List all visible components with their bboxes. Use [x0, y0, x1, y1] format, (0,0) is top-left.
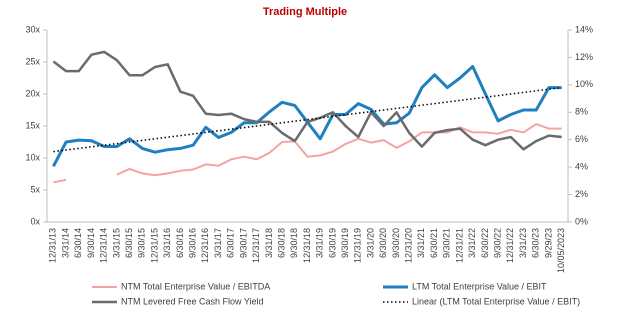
- x-tick-label: 12/31/18: [302, 228, 312, 263]
- x-tick-label: 9/30/15: [137, 228, 147, 258]
- x-tick-label: 3/31/21: [416, 228, 426, 258]
- y2-tick-label: 12%: [575, 52, 593, 62]
- x-tick-label: 9/30/18: [289, 228, 299, 258]
- series-line: [53, 86, 562, 153]
- x-tick-label: 12/31/17: [251, 228, 261, 263]
- y2-tick-label: 8%: [575, 107, 588, 117]
- x-tick-label: 12/31/14: [99, 228, 109, 263]
- x-tick-label: 9/30/20: [391, 228, 401, 258]
- x-tick-label: 12/31/19: [353, 228, 363, 263]
- x-tick-label: 6/30/23: [531, 228, 541, 258]
- x-tick-label: 6/30/22: [480, 228, 490, 258]
- x-tick-label: 6/30/17: [226, 228, 236, 258]
- legend-label: LTM Total Enterprise Value / EBIT: [412, 281, 547, 291]
- x-tick-label: 9/30/21: [442, 228, 452, 258]
- x-tick-label: 12/31/16: [200, 228, 210, 263]
- x-tick-label: 3/31/19: [315, 228, 325, 258]
- series-line: [52, 65, 562, 167]
- series-line: [53, 178, 67, 184]
- x-tick-label: 3/31/15: [111, 228, 121, 258]
- x-tick-label: 12/31/21: [454, 228, 464, 263]
- y-tick-label: 0x: [30, 216, 40, 226]
- legend-label: NTM Total Enterprise Value / EBITDA: [121, 281, 270, 291]
- x-tick-label: 9/30/17: [238, 228, 248, 258]
- x-tick-label: 3/31/22: [467, 228, 477, 258]
- y-tick-label: 10x: [25, 152, 40, 162]
- x-tick-label: 3/31/14: [60, 228, 70, 258]
- x-tick-label: 12/31/20: [404, 228, 414, 263]
- x-tick-label: 12/31/22: [505, 228, 515, 263]
- x-tick-label: 12/31/15: [149, 228, 159, 263]
- x-tick-label: 9/30/16: [188, 228, 198, 258]
- y-tick-label: 5x: [30, 184, 40, 194]
- legend-label: Linear (LTM Total Enterprise Value / EBI…: [412, 296, 580, 306]
- x-tick-label: 6/30/19: [327, 228, 337, 258]
- x-tick-label: 12/31/13: [48, 228, 58, 263]
- y-tick-label: 15x: [25, 120, 40, 130]
- series-line: [116, 123, 562, 177]
- x-tick-label: 9/29/23: [543, 228, 553, 258]
- x-tick-label: 9/30/14: [86, 228, 96, 258]
- x-tick-label: 10/05/2023: [556, 228, 566, 273]
- y2-tick-label: 6%: [575, 134, 588, 144]
- x-tick-label: 3/31/17: [213, 228, 223, 258]
- y2-tick-label: 14%: [575, 24, 593, 34]
- x-tick-label: 6/30/20: [378, 228, 388, 258]
- series-line: [52, 50, 562, 151]
- y2-tick-label: 10%: [575, 79, 593, 89]
- y-tick-label: 30x: [25, 24, 40, 34]
- x-tick-label: 6/30/14: [73, 228, 83, 258]
- x-tick-label: 3/31/23: [518, 228, 528, 258]
- y-tick-label: 20x: [25, 88, 40, 98]
- y2-tick-label: 4%: [575, 162, 588, 172]
- x-tick-label: 6/30/16: [175, 228, 185, 258]
- x-tick-label: 9/30/19: [340, 228, 350, 258]
- x-tick-label: 6/30/18: [276, 228, 286, 258]
- y2-tick-label: 2%: [575, 189, 588, 199]
- x-tick-label: 3/31/20: [365, 228, 375, 258]
- x-tick-label: 3/31/18: [264, 228, 274, 258]
- x-tick-label: 6/30/15: [124, 228, 134, 258]
- y-tick-label: 25x: [25, 56, 40, 66]
- legend-label: NTM Levered Free Cash Flow Yield: [121, 296, 264, 306]
- x-tick-label: 6/30/21: [429, 228, 439, 258]
- y2-tick-label: 0%: [575, 216, 588, 226]
- x-tick-label: 3/31/16: [162, 228, 172, 258]
- chart-title: Trading Multiple: [263, 6, 347, 18]
- x-tick-label: 9/30/22: [492, 228, 502, 258]
